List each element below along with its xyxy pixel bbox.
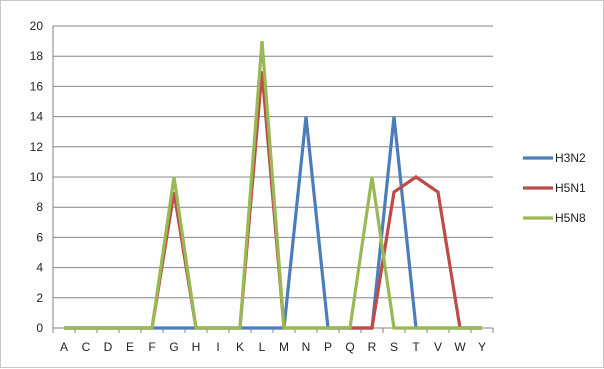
x-tick-label: H: [192, 340, 201, 354]
x-tick-label: P: [324, 340, 332, 354]
x-tick-label: R: [368, 340, 377, 354]
y-tick-label: 20: [30, 19, 44, 33]
x-tick-label: A: [60, 340, 68, 354]
y-tick-label: 16: [30, 79, 44, 93]
x-tick-label: E: [126, 340, 134, 354]
x-tick-label: F: [148, 340, 155, 354]
y-tick-label: 14: [30, 110, 44, 124]
legend-label: H5N8: [555, 211, 586, 225]
y-tick-label: 10: [30, 170, 44, 184]
y-tick-label: 4: [36, 261, 43, 275]
x-tick-label: W: [454, 340, 466, 354]
x-tick-label: Y: [478, 340, 486, 354]
x-tick-label: L: [259, 340, 266, 354]
x-tick-label: G: [169, 340, 178, 354]
series-line-h3n2: [64, 116, 482, 330]
y-tick-label: 18: [30, 49, 44, 63]
legend-label: H3N2: [555, 151, 586, 165]
x-tick-label: S: [390, 340, 398, 354]
series-line-h5n8: [64, 40, 482, 330]
series-lines: [64, 40, 482, 330]
x-tick-label: T: [412, 340, 420, 354]
axes: 0 2 4 6 8 10 12 14 16 18 20 A C D E F G H I K L M N P Q R S T V W Y: [30, 19, 494, 354]
x-tick-label: I: [216, 340, 219, 354]
x-tick-label: D: [104, 340, 113, 354]
y-tick-label: 0: [36, 321, 43, 335]
legend: H3N2 H5N1 H5N8: [523, 151, 586, 225]
y-tick-label: 6: [36, 230, 43, 244]
y-tick-label: 2: [36, 291, 43, 305]
x-tick-label: C: [82, 340, 91, 354]
x-tick-label: K: [236, 340, 244, 354]
legend-label: H5N1: [555, 181, 586, 195]
y-tick-label: 8: [36, 200, 43, 214]
y-tick-label: 12: [30, 140, 44, 154]
x-tick-label: M: [279, 340, 289, 354]
x-tick-label: V: [434, 340, 442, 354]
x-tick-label: Q: [345, 340, 354, 354]
x-tick-label: N: [302, 340, 311, 354]
